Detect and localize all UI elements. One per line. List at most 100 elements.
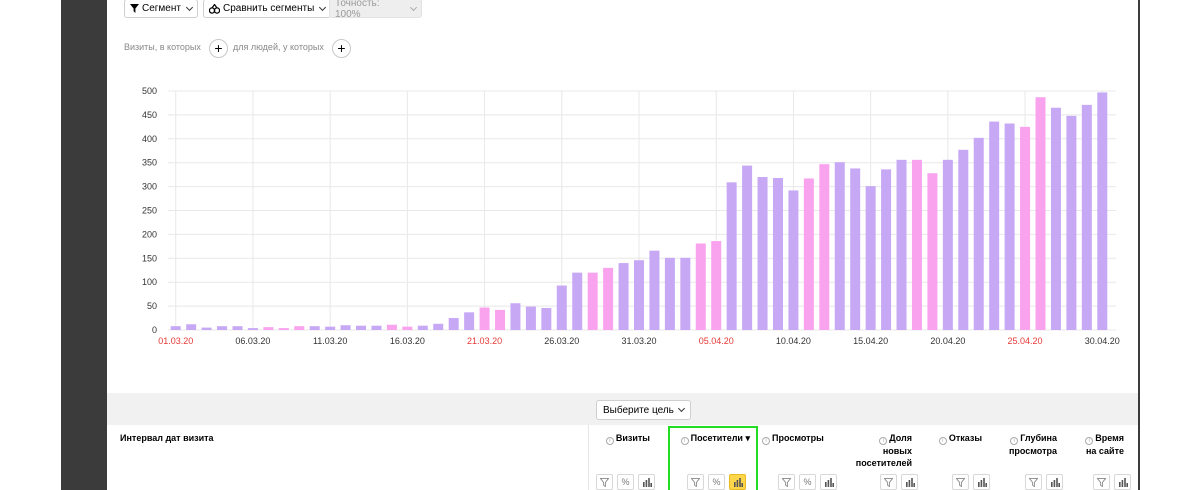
column-header-new-visitors-share[interactable]: i Доля новых посетителей [852, 432, 912, 469]
info-icon[interactable]: i [879, 437, 888, 445]
chart-bar[interactable] [510, 303, 521, 330]
chart-bar[interactable] [896, 159, 907, 330]
filter-icon[interactable] [952, 474, 969, 490]
goal-select-button[interactable]: Выберите цель [596, 400, 691, 420]
chart-bar[interactable] [402, 326, 413, 330]
filter-icon[interactable] [778, 474, 795, 490]
filter-icon[interactable] [1093, 474, 1110, 490]
chart-bar[interactable] [356, 325, 367, 330]
chart-bar[interactable] [1097, 92, 1108, 331]
chart-bar[interactable] [371, 325, 382, 330]
chart-bar[interactable] [479, 307, 490, 330]
chart-bar[interactable] [587, 272, 598, 330]
chart-bar[interactable] [541, 308, 552, 330]
x-tick-label: 21.03.20 [467, 336, 502, 346]
chart-bar[interactable] [433, 323, 444, 330]
chart-bar[interactable] [1066, 115, 1077, 330]
column-label: Глубина просмотра [1008, 433, 1057, 456]
bar-chart-icon[interactable] [820, 474, 837, 490]
chart-bar[interactable] [603, 267, 614, 330]
filter-icon[interactable] [1025, 474, 1042, 490]
chart-bar[interactable] [881, 169, 892, 330]
column-header-time-on-site[interactable]: i Время на сайте [1079, 432, 1124, 457]
chart-bar[interactable] [232, 326, 243, 330]
column-header-view-depth[interactable]: i Глубина просмотра [1005, 432, 1057, 457]
chart-bar[interactable] [1050, 107, 1061, 330]
bar-chart-icon[interactable] [901, 474, 918, 490]
percent-icon[interactable]: % [617, 474, 634, 490]
chart-bar[interactable] [618, 263, 629, 330]
chart-bar[interactable] [989, 121, 1000, 330]
chart-bar[interactable] [850, 168, 861, 330]
chart-bar[interactable] [201, 327, 212, 330]
info-icon[interactable]: i [680, 437, 689, 445]
chart-bar[interactable] [772, 177, 783, 330]
chart-bar[interactable] [711, 241, 722, 330]
info-icon[interactable]: i [1010, 437, 1019, 445]
chart-bar[interactable] [942, 159, 953, 330]
add-people-condition-button[interactable]: + [332, 39, 351, 58]
plus-icon: + [214, 40, 223, 56]
chart-bar[interactable] [1035, 97, 1046, 331]
column-header-pageviews[interactable]: i Просмотры [762, 432, 830, 445]
chart-bar[interactable] [958, 149, 969, 330]
chart-bar[interactable] [495, 309, 506, 330]
percent-icon[interactable]: % [799, 474, 816, 490]
chart-bar[interactable] [680, 257, 691, 330]
chart-bar[interactable] [1004, 123, 1015, 330]
chart-bar[interactable] [634, 260, 644, 330]
chart-bar[interactable] [664, 257, 675, 330]
chart-bar[interactable] [247, 328, 258, 330]
chart-bar[interactable] [757, 177, 768, 330]
chart-bar[interactable] [417, 325, 428, 330]
chart-bar[interactable] [572, 272, 583, 330]
chart-bar[interactable] [170, 326, 181, 330]
chart-bar[interactable] [525, 306, 536, 330]
chart-bar[interactable] [325, 326, 336, 330]
bar-chart-icon[interactable] [973, 474, 990, 490]
chart-bar[interactable] [309, 326, 320, 330]
chart-bar[interactable] [448, 318, 459, 330]
chart-bar[interactable] [819, 164, 830, 330]
chart-bar[interactable] [726, 182, 737, 330]
column-header-visitors[interactable]: i Посетители ▾ [672, 432, 750, 445]
chart-bar[interactable] [927, 173, 938, 330]
info-icon[interactable]: i [1085, 437, 1094, 445]
chart-bar[interactable] [788, 190, 799, 330]
chart-bar[interactable] [1081, 104, 1092, 330]
chart-bar[interactable] [649, 250, 660, 330]
bar-chart-icon[interactable] [638, 474, 655, 490]
chart-bar[interactable] [911, 159, 922, 330]
chart-bar[interactable] [278, 328, 289, 330]
segment-button[interactable]: Сегмент [124, 0, 198, 18]
chart-bar[interactable] [834, 162, 845, 330]
info-icon[interactable]: i [938, 437, 947, 445]
chart-bar[interactable] [742, 165, 753, 330]
chart-bar[interactable] [294, 326, 305, 330]
info-icon[interactable]: i [762, 437, 770, 445]
chart-bar[interactable] [186, 324, 197, 330]
chart-bar[interactable] [340, 325, 351, 330]
chart-bar[interactable] [263, 327, 274, 330]
bar-chart-icon[interactable] [1114, 474, 1131, 490]
add-visit-condition-button[interactable]: + [209, 39, 228, 58]
accuracy-select[interactable]: Точность: 100% [329, 0, 422, 20]
chart-bar[interactable] [464, 312, 475, 330]
sort-desc-icon[interactable]: ▾ [745, 433, 750, 443]
info-icon[interactable]: i [605, 437, 614, 445]
compare-segments-button[interactable]: Сравнить сегменты [203, 0, 332, 18]
column-header-visits[interactable]: i Визиты [600, 432, 650, 445]
y-tick-label: 400 [142, 134, 157, 144]
column-header-bounces[interactable]: i Отказы [935, 432, 982, 445]
chart-bar[interactable] [556, 285, 567, 330]
chart-bar[interactable] [217, 326, 228, 330]
chart-bar[interactable] [865, 186, 876, 330]
filter-icon[interactable] [596, 474, 613, 490]
chart-bar[interactable] [386, 324, 397, 330]
chart-bar[interactable] [973, 137, 984, 330]
chart-bar[interactable] [1020, 126, 1031, 330]
chart-bar[interactable] [695, 243, 706, 330]
chart-bar[interactable] [803, 178, 814, 330]
filter-icon[interactable] [880, 474, 897, 490]
bar-chart-icon[interactable] [1046, 474, 1063, 490]
